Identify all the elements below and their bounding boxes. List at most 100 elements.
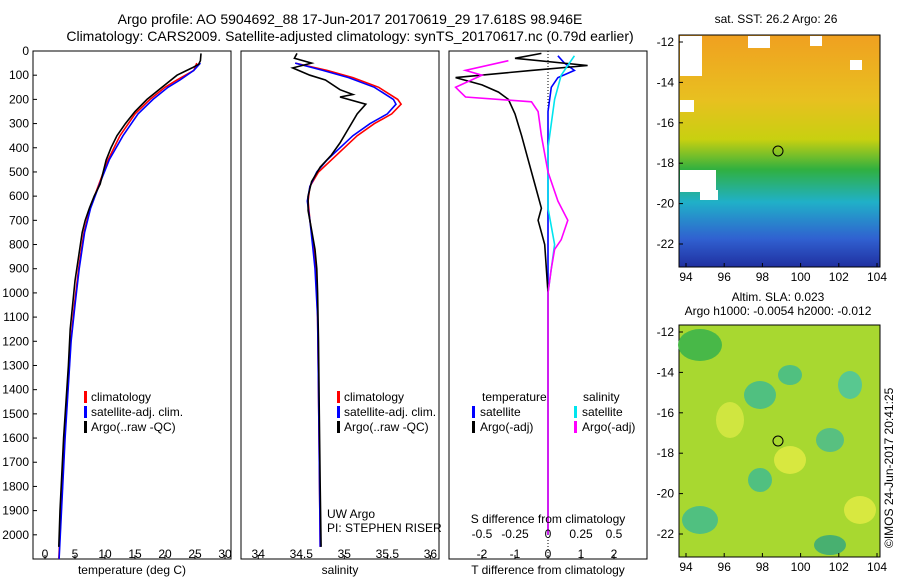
- sst-gap: [680, 170, 716, 192]
- legend-swatch-satellite: [337, 406, 340, 418]
- temperature-legend: climatology satellite-adj. clim. Argo(..…: [84, 390, 183, 434]
- series-line-argo-raw-qc: [290, 53, 368, 547]
- depth-tick-label: 1300: [2, 358, 29, 372]
- sst-lon-axis: 94 96 98 100 102 104: [679, 263, 887, 284]
- lat-tick-label: -14: [657, 365, 675, 379]
- x-tick-label: 10: [98, 547, 112, 561]
- credit-stamp: ©IMOS 24-Jun-2017 20:41:25: [882, 387, 896, 548]
- legend-swatch-satellite: [84, 406, 87, 418]
- depth-tick-label: 0: [22, 44, 29, 58]
- legend-swatch-sal-argo: [574, 421, 577, 433]
- x-tick-label: 35.5: [376, 547, 400, 561]
- legend-sal-title: salinity: [583, 390, 620, 404]
- lat-tick-label: -20: [657, 487, 675, 501]
- temp-legend-argo: Argo(..raw -QC): [91, 420, 176, 434]
- salinity-x-axis: 34 34.5 35 35.5 36: [252, 547, 438, 561]
- lon-tick-label: 104: [867, 270, 887, 284]
- legend-swatch-temp-argo: [472, 421, 475, 433]
- lat-tick-label: -18: [657, 446, 675, 460]
- lat-tick-label: -20: [657, 197, 675, 211]
- lat-tick-label: -14: [657, 75, 675, 89]
- s-difference-axis: -0.5 -0.25 0 0.25 0.5: [472, 527, 623, 541]
- depth-tick-label: 100: [9, 68, 29, 82]
- difference-xlabel: T difference from climatology: [471, 563, 625, 577]
- temperature-xlabel: temperature (deg C): [78, 563, 186, 577]
- x-tick-label: 25: [188, 547, 202, 561]
- sst-map: [678, 34, 881, 268]
- difference-legend: temperature salinity satellite Argo(-adj…: [472, 390, 635, 434]
- float-info-pi: PI: STEPHEN RISER: [327, 521, 442, 535]
- depth-tick-label: 1600: [2, 431, 29, 445]
- lon-tick-label: 100: [791, 270, 811, 284]
- depth-tick-label: 1200: [2, 334, 29, 348]
- lon-tick-label: 104: [867, 560, 887, 574]
- legend-swatch-climatology: [84, 391, 87, 403]
- sla-blob: [744, 381, 776, 409]
- depth-tick-label: 300: [9, 117, 29, 131]
- x-tick-label: 15: [128, 547, 142, 561]
- sla-blob: [844, 496, 876, 524]
- s-difference-label: S difference from climatology: [471, 512, 626, 526]
- x-tick-label: 0: [42, 547, 49, 561]
- figure-title-line2: Climatology: CARS2009. Satellite-adjuste…: [66, 28, 634, 44]
- legend-swatch-temp-satellite: [472, 406, 475, 418]
- lat-tick-label: -22: [657, 237, 675, 251]
- lon-tick-label: 100: [791, 560, 811, 574]
- x-tick-label: 34: [252, 547, 266, 561]
- salinity-series-group: [290, 53, 403, 547]
- x-tick-label: 20: [158, 547, 172, 561]
- float-info-institution: UW Argo: [327, 507, 375, 521]
- depth-tick-label: 1100: [3, 310, 29, 324]
- x-tick-label: 34.5: [290, 547, 314, 561]
- lon-tick-label: 94: [679, 560, 693, 574]
- depth-tick-label: 1000: [2, 286, 29, 300]
- depth-tick-label: 800: [9, 238, 29, 252]
- temperature-series-group: [58, 53, 202, 560]
- sst-lat-axis: -12 -14 -16 -18 -20 -22: [657, 35, 683, 251]
- depth-axis: 0 100 200 300 400 500 600 700 800 900 1000 1100 1200…: [2, 44, 37, 542]
- depth-tick-label: 1700: [2, 455, 29, 469]
- sal-legend-argo: Argo(..raw -QC): [344, 420, 429, 434]
- sla-map-title-line1: Altim. SLA: 0.023: [732, 290, 825, 304]
- depth-tick-label: 2000: [2, 528, 29, 542]
- series-line-satellite-adj-clim: [58, 62, 201, 560]
- lon-tick-label: 96: [718, 560, 732, 574]
- depth-tick-label: 500: [9, 165, 29, 179]
- x-tick-label: 35: [338, 547, 352, 561]
- legend-sal-argo: Argo(-adj): [582, 420, 635, 434]
- argo-location-marker: [772, 435, 784, 447]
- lat-tick-label: -16: [657, 116, 675, 130]
- legend-swatch-argo: [84, 421, 87, 433]
- difference-series-group: [454, 52, 588, 535]
- series-line-salinity-argo-adj: [454, 59, 569, 535]
- legend-swatch-sal-satellite: [574, 406, 577, 418]
- sla-blob: [838, 371, 862, 399]
- lon-tick-label: 96: [718, 270, 732, 284]
- lat-tick-label: -16: [657, 406, 675, 420]
- lon-tick-label: 102: [829, 270, 849, 284]
- legend-sal-satellite: satellite: [582, 405, 623, 419]
- sst-gap: [700, 190, 718, 200]
- sla-map-title-line2: Argo h1000: -0.0054 h2000: -0.012: [685, 304, 872, 318]
- lon-tick-label: 98: [756, 560, 770, 574]
- s-tick-label: 0.5: [606, 527, 623, 541]
- x-tick-label: -2: [477, 547, 488, 561]
- figure-title-line1: Argo profile: AO 5904692_88 17-Jun-2017 …: [117, 11, 583, 27]
- sla-blob: [816, 428, 844, 452]
- temperature-plot-frame: [32, 50, 232, 560]
- s-tick-label: 0.25: [569, 527, 593, 541]
- depth-tick-label: 1400: [2, 383, 29, 397]
- sal-legend-satellite: satellite-adj. clim.: [344, 405, 436, 419]
- sla-blob: [748, 468, 772, 492]
- lon-tick-label: 102: [829, 560, 849, 574]
- sla-blob: [778, 365, 802, 385]
- lat-tick-label: -12: [657, 325, 675, 339]
- legend-temp-title: temperature: [482, 390, 547, 404]
- x-tick-label: 30: [218, 547, 232, 561]
- legend-swatch-climatology: [337, 391, 340, 403]
- sla-map-blobs: [678, 329, 876, 555]
- sst-map-title: sat. SST: 26.2 Argo: 26: [715, 12, 838, 26]
- s-tick-label: -0.25: [501, 527, 529, 541]
- temp-legend-satellite: satellite-adj. clim.: [91, 405, 183, 419]
- x-tick-label: 2: [611, 547, 618, 561]
